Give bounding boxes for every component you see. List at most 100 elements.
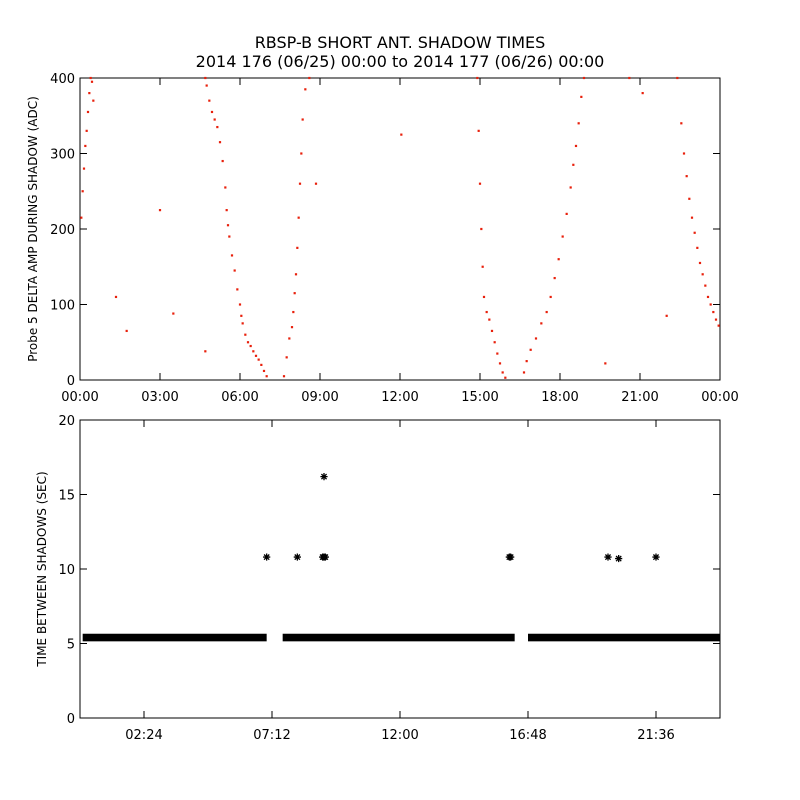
x-tick-label: 00:00 (61, 390, 98, 405)
data-point (290, 326, 294, 329)
data-point (561, 235, 564, 238)
data-point (314, 182, 318, 185)
data-point (572, 163, 575, 166)
data-point (701, 273, 704, 276)
data-point (205, 84, 208, 87)
y-axis-label: TIME BETWEEN SHADOWS (SEC) (35, 471, 49, 667)
y-tick-label: 0 (67, 712, 75, 727)
y-tick-label: 15 (58, 489, 75, 504)
x-tick-label: 06:00 (221, 390, 258, 405)
data-point (498, 362, 502, 365)
data-point (236, 288, 239, 291)
data-point (549, 295, 552, 299)
data-point (714, 318, 718, 321)
data-point (557, 258, 560, 261)
data-point (88, 92, 91, 95)
data-point (92, 99, 95, 102)
data-point (89, 76, 92, 80)
y-tick-label: 300 (50, 148, 75, 163)
plot-frame (79, 77, 721, 381)
data-point (90, 80, 94, 83)
x-tick-label: 12:00 (381, 390, 418, 405)
data-point (293, 292, 296, 295)
y-tick-label: 400 (50, 72, 75, 87)
y-tick-label: 5 (67, 638, 75, 653)
x-tick-label: 03:00 (141, 390, 178, 405)
data-point (221, 159, 224, 163)
data-point (263, 553, 271, 561)
data-point (676, 76, 679, 80)
chart-title-line-1: RBSP-B SHORT ANT. SHADOW TIMES (255, 33, 546, 52)
data-point (172, 312, 175, 315)
data-point (321, 553, 329, 561)
data-point (257, 358, 260, 361)
x-tick-label: 00:00 (701, 390, 738, 405)
data-point (709, 303, 712, 306)
data-point (504, 376, 507, 379)
data-point (690, 216, 694, 219)
data-point (210, 110, 214, 114)
data-point (244, 333, 247, 336)
x-tick-label: 07:12 (253, 728, 290, 743)
data-point (238, 303, 242, 306)
data-point (240, 314, 243, 317)
data-point (693, 231, 696, 234)
y-tick-label: 200 (50, 223, 75, 238)
data-point (476, 76, 479, 80)
data-point (125, 329, 128, 333)
y-axis-label: Probe 5 DELTA AMP DURING SHADOW (ADC) (26, 96, 40, 362)
data-point (688, 197, 691, 200)
data-point (534, 337, 538, 340)
data-point (685, 175, 688, 178)
data-point (213, 118, 216, 121)
data-point (490, 329, 494, 333)
y-tick-label: 0 (67, 374, 75, 389)
data-point (480, 227, 483, 231)
data-point (604, 553, 612, 561)
data-point (298, 182, 302, 185)
data-point (400, 133, 403, 136)
data-point (696, 246, 699, 249)
data-point (224, 186, 227, 189)
data-point (665, 314, 668, 317)
shadow-interval-panel: 02:24 07:12 12:00 16:48 21:36 0 5 10 15 20 TIME BE… (35, 414, 721, 743)
data-point (204, 350, 207, 353)
data-point (652, 553, 660, 561)
data-point (482, 295, 486, 299)
data-point (114, 295, 118, 299)
data-point (522, 371, 526, 374)
data-point (84, 144, 87, 148)
baseline-markers (282, 633, 515, 642)
data-point (481, 265, 484, 268)
data-point (628, 76, 631, 80)
baseline-markers (82, 633, 267, 642)
data-point (493, 341, 496, 344)
data-point (717, 324, 720, 327)
data-point (225, 209, 228, 212)
data-point (485, 310, 488, 314)
x-tick-label: 15:00 (461, 390, 498, 405)
data-point (85, 129, 88, 132)
data-point (540, 322, 543, 325)
chart-title-line-2: 2014 176 (06/25) 00:00 to 2014 177 (06/2… (196, 52, 605, 71)
y-tick-label: 20 (58, 414, 75, 429)
data-point (86, 110, 90, 114)
data-point (304, 88, 307, 91)
data-point (501, 371, 504, 374)
data-point (478, 182, 482, 185)
data-point (208, 99, 211, 102)
data-point (529, 348, 532, 351)
data-point (230, 254, 234, 257)
data-point (488, 318, 491, 321)
data-point (233, 269, 236, 272)
plot-frame (79, 419, 721, 719)
data-point (545, 310, 548, 314)
data-point (297, 216, 300, 219)
data-point (477, 129, 480, 132)
data-point (216, 125, 219, 129)
data-point (507, 553, 515, 561)
data-point (712, 310, 715, 314)
x-tick-label: 18:00 (541, 390, 578, 405)
data-point (604, 362, 607, 365)
x-tick-label: 16:48 (509, 728, 546, 743)
